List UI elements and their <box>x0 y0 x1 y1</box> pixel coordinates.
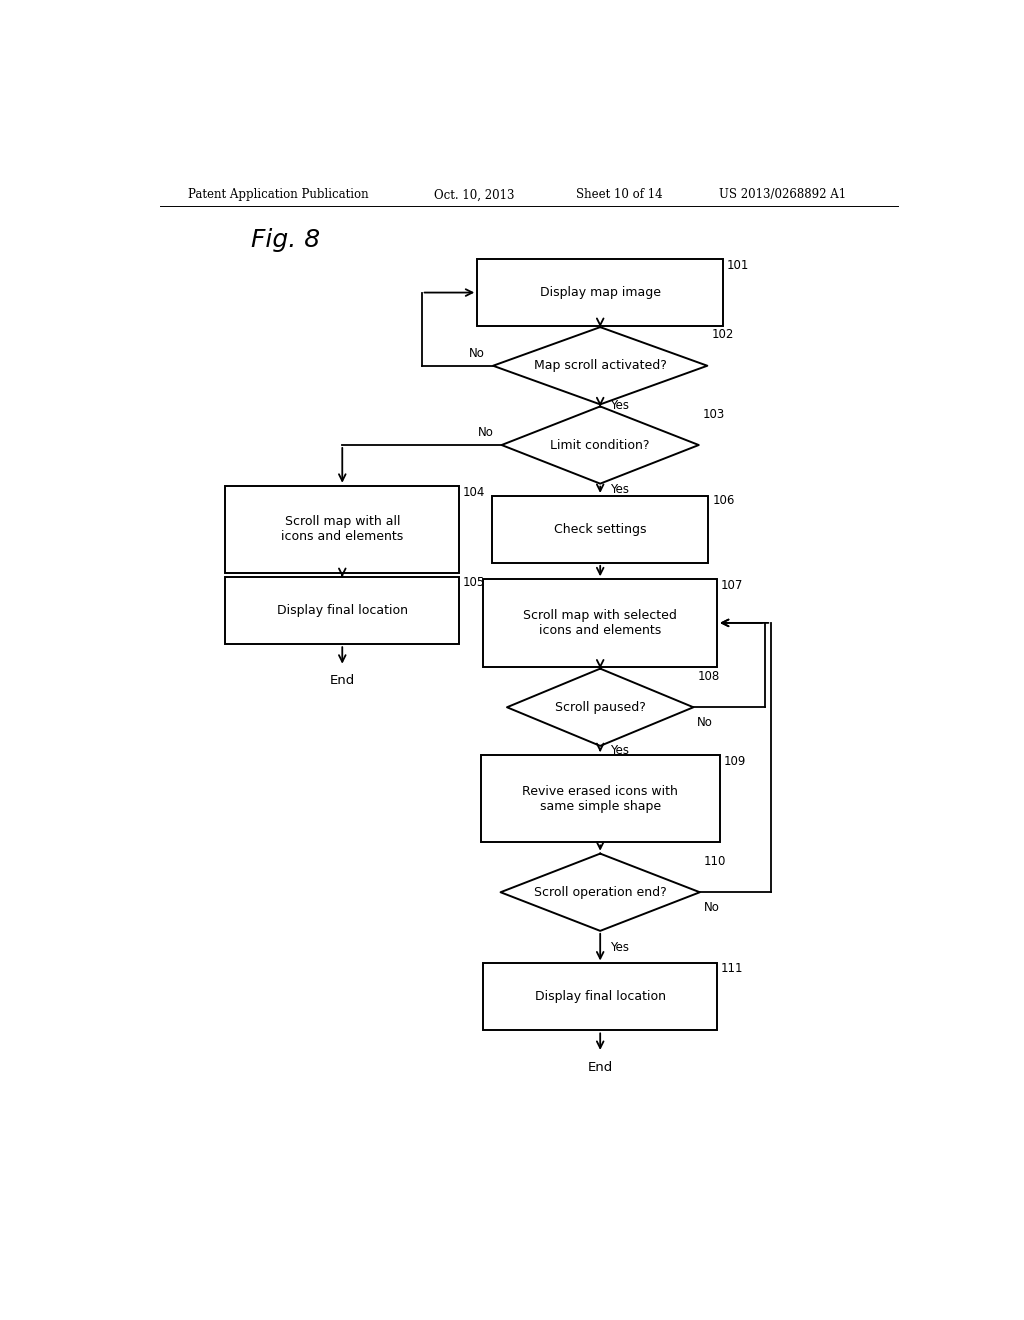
Text: Scroll paused?: Scroll paused? <box>555 701 645 714</box>
Text: Fig. 8: Fig. 8 <box>251 228 321 252</box>
Text: Revive erased icons with
same simple shape: Revive erased icons with same simple sha… <box>522 784 678 813</box>
Polygon shape <box>501 854 699 931</box>
Text: No: No <box>697 715 714 729</box>
Bar <box>477 259 723 326</box>
Text: No: No <box>478 426 494 440</box>
Text: 109: 109 <box>724 755 745 768</box>
Text: 111: 111 <box>721 962 743 975</box>
Text: Yes: Yes <box>609 399 629 412</box>
Bar <box>225 486 459 573</box>
Text: End: End <box>588 1060 612 1073</box>
Text: 102: 102 <box>712 329 733 342</box>
Text: Display map image: Display map image <box>540 286 660 300</box>
Text: 104: 104 <box>463 486 485 499</box>
Text: Yes: Yes <box>609 744 629 756</box>
Text: Scroll map with all
icons and elements: Scroll map with all icons and elements <box>282 515 403 544</box>
Text: Oct. 10, 2013: Oct. 10, 2013 <box>433 189 514 202</box>
Bar <box>483 964 717 1031</box>
Text: Patent Application Publication: Patent Application Publication <box>187 189 369 202</box>
Text: End: End <box>330 675 355 688</box>
Text: Display final location: Display final location <box>276 605 408 618</box>
Text: Map scroll activated?: Map scroll activated? <box>534 359 667 372</box>
Text: No: No <box>703 902 720 913</box>
Polygon shape <box>507 669 693 746</box>
Text: 103: 103 <box>702 408 725 421</box>
Text: Check settings: Check settings <box>554 523 646 536</box>
Text: 107: 107 <box>721 579 743 593</box>
Bar <box>492 496 709 562</box>
Text: Scroll map with selected
icons and elements: Scroll map with selected icons and eleme… <box>523 609 677 636</box>
Text: Display final location: Display final location <box>535 990 666 1003</box>
Text: 106: 106 <box>713 495 735 507</box>
Bar <box>483 579 717 667</box>
Bar <box>225 577 459 644</box>
Text: Sheet 10 of 14: Sheet 10 of 14 <box>577 189 663 202</box>
Text: 108: 108 <box>697 669 720 682</box>
Bar <box>481 755 720 842</box>
Text: Yes: Yes <box>609 941 629 953</box>
Text: No: No <box>469 347 485 360</box>
Text: Yes: Yes <box>609 483 629 496</box>
Text: US 2013/0268892 A1: US 2013/0268892 A1 <box>719 189 847 202</box>
Polygon shape <box>502 407 698 483</box>
Text: 105: 105 <box>463 576 485 589</box>
Text: 110: 110 <box>703 855 726 867</box>
Text: Scroll operation end?: Scroll operation end? <box>534 886 667 899</box>
Text: 101: 101 <box>727 259 750 272</box>
Polygon shape <box>494 327 708 404</box>
Text: Limit condition?: Limit condition? <box>551 438 650 451</box>
